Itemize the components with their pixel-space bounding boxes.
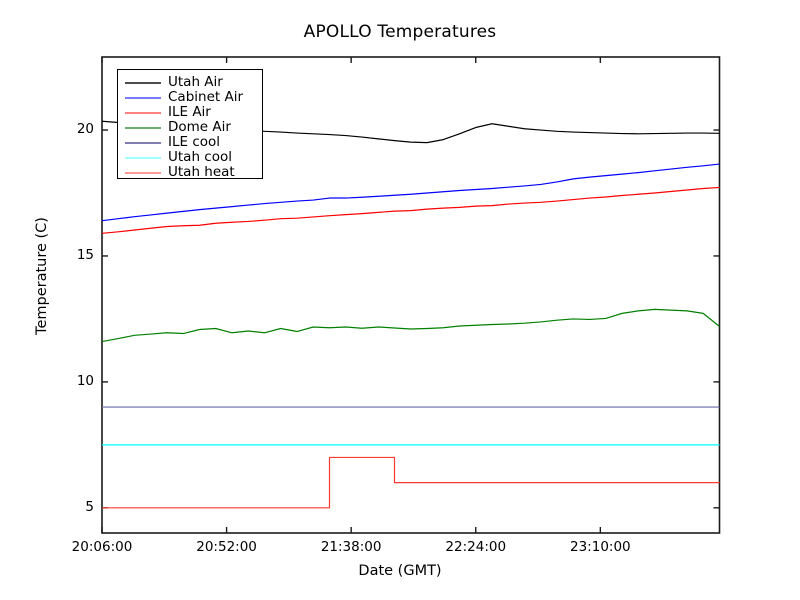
- legend-item-label: ILE Air: [168, 104, 211, 120]
- legend-item: Utah heat: [118, 164, 264, 180]
- series-line-ile-air: [101, 186, 720, 234]
- x-tick-label: 23:10:00: [570, 539, 631, 555]
- legend-item: Utah Air: [118, 74, 264, 90]
- legend-item: ILE Air: [118, 104, 264, 120]
- legend-color-swatch: [125, 157, 161, 159]
- legend-item: ILE cool: [118, 134, 264, 150]
- legend-color-swatch: [125, 112, 161, 114]
- legend-color-swatch: [125, 127, 161, 129]
- legend-item-label: Utah cool: [168, 149, 232, 165]
- series-line-utah-heat: [102, 456, 720, 509]
- legend-color-swatch: [125, 97, 161, 99]
- legend-item-label: Dome Air: [168, 119, 231, 135]
- legend-color-swatch: [125, 82, 161, 84]
- y-tick-label: 20: [76, 121, 94, 138]
- chart-title: APOLLO Temperatures: [303, 22, 497, 42]
- legend-item: Utah cool: [118, 149, 264, 165]
- x-axis-label: Date (GMT): [358, 563, 442, 579]
- x-tick-label: 22:24:00: [445, 539, 507, 555]
- x-tick-label: 20:06:00: [71, 539, 133, 555]
- plot-frame: [101, 56, 721, 534]
- y-tick-label: 15: [76, 246, 94, 263]
- chart-legend: Utah Air Cabinet Air ILE Air Dome Air ILE co…: [117, 69, 264, 180]
- y-tick-label: 10: [76, 372, 94, 389]
- legend-item-label: Cabinet Air: [168, 89, 244, 105]
- x-tick-label: 20:52:00: [196, 539, 257, 555]
- y-tick-label: 5: [85, 498, 94, 515]
- legend-item-label: ILE cool: [168, 134, 221, 150]
- series-line-dome-air: [101, 308, 720, 343]
- series-line-cabinet-air: [101, 163, 720, 222]
- y-axis-label: Temperature (C): [34, 217, 50, 335]
- x-tick-label: 21:38:00: [320, 539, 382, 555]
- legend-color-swatch: [125, 172, 161, 174]
- legend-item-label: Utah heat: [168, 164, 235, 180]
- legend-item-label: Utah Air: [168, 74, 223, 90]
- legend-color-swatch: [125, 142, 161, 144]
- legend-item: Dome Air: [118, 119, 264, 135]
- legend-item: Cabinet Air: [118, 89, 264, 105]
